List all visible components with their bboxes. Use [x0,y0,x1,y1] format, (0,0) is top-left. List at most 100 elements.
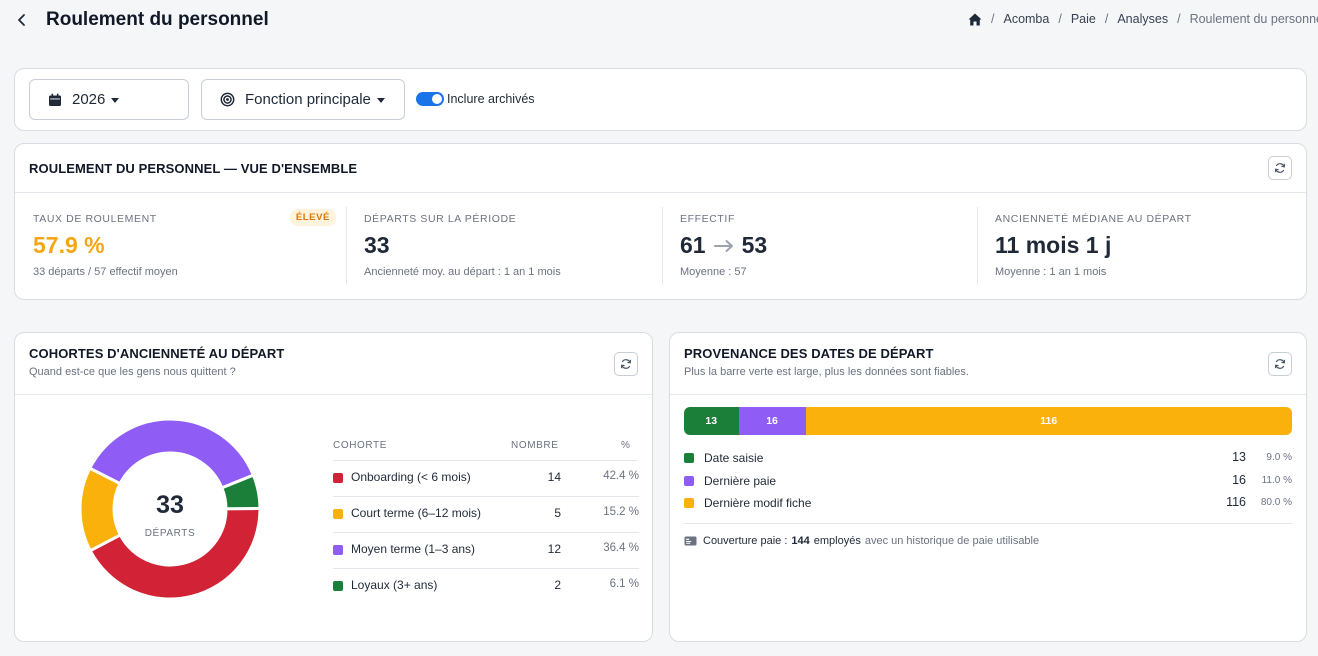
bar-segment-derniere-paie: 16 [738,407,806,435]
cohorts-donut-chart [78,417,262,601]
cohort-name: Court terme (6–12 mois) [351,506,482,520]
kpi-value: 61 53 [680,232,767,259]
cohort-count: 5 [554,506,561,520]
donut-slice-3 [219,473,262,511]
cohort-percent: 36.4 % [603,542,639,554]
cohorts-subtitle: Quand est-ce que les gens nous quittent … [29,366,236,378]
kpi-subtext: Moyenne : 1 an 1 mois [995,266,1107,278]
column-header-cohort: COHORTE [333,440,388,451]
breadcrumb: / Acomba / Paie / Analyses / Roulement d… [968,12,1318,26]
legend-percent: 11.0 % [1261,475,1292,486]
function-dropdown[interactable]: Fonction principale [201,79,405,120]
year-dropdown[interactable]: 2026 [29,79,189,120]
divider [333,460,638,461]
coverage-note: avec un historique de paie utilisable [864,535,1040,547]
legend-count: 16 [1232,473,1246,487]
cohort-name: Loyaux (3+ ans) [351,578,438,592]
legend-label: Date saisie [704,451,764,465]
legend-swatch [333,581,343,591]
year-value: 2026 [72,91,106,108]
function-value: Fonction principale [245,91,371,108]
refresh-button[interactable] [1268,352,1292,376]
divider [670,394,1306,395]
table-row: Loyaux (3+ ans) 2 6.1 % [333,569,639,605]
legend-swatch [333,473,343,483]
kpi-headcount: EFFECTIF 61 53 Moyenne : 57 [662,192,977,288]
table-row: Moyen terme (1–3 ans) 12 36.4 % [333,533,639,569]
cohort-percent: 6.1 % [609,578,639,590]
breadcrumb-separator: / [1104,12,1109,26]
donut-center-value: 33 [156,491,184,519]
back-button[interactable] [12,8,32,32]
bar-segment-date-saisie: 13 [684,407,739,435]
divider [977,207,978,285]
kpi-departures: DÉPARTS SUR LA PÉRIODE 33 Ancienneté moy… [346,192,662,288]
page-header: Roulement du personnel / Acomba / Paie /… [0,0,1318,40]
kpi-value: 57.9 % [33,232,105,258]
overview-card: ROULEMENT DU PERSONNEL — VUE D'ENSEMBLE … [14,143,1307,300]
divider [15,192,1306,193]
divider [684,523,1292,524]
refresh-button[interactable] [614,352,638,376]
cohort-count: 14 [547,470,561,484]
kpi-label: TAUX DE ROULEMENT [33,213,157,225]
cohort-count: 2 [554,578,561,592]
provenance-title: PROVENANCE DES DATES DE DÉPART [684,346,934,361]
caret-down-icon [376,98,385,103]
legend-item: Dernière modif fiche 116 80.0 % [684,493,1292,513]
coverage-label: Couverture paie : [703,535,788,547]
headcount-end: 53 [741,232,768,258]
status-badge: ÉLEVÉ [289,209,336,226]
breadcrumb-separator: / [991,12,995,26]
legend-percent: 9.0 % [1266,452,1292,463]
breadcrumb-paie[interactable]: Paie [1070,12,1096,26]
include-archived-label: Inclure archivés [447,92,535,106]
legend-swatch [684,453,694,463]
breadcrumb-acomba[interactable]: Acomba [1003,12,1050,26]
target-icon [220,92,235,107]
refresh-icon [1274,359,1286,369]
calendar-icon [49,93,61,106]
donut-slice-0 [88,507,262,601]
breadcrumb-current: Roulement du personnel [1189,12,1318,26]
caret-down-icon [111,98,120,103]
coverage-count: 144 [791,535,810,547]
column-header-count: NOMBRE [511,440,559,451]
legend-count: 116 [1226,495,1246,509]
divider [662,207,663,285]
cohort-count: 12 [547,542,561,556]
legend-swatch [333,545,343,555]
provenance-stacked-bar: 13 16 116 [684,407,1292,435]
cohorts-card: COHORTES D'ANCIENNETÉ AU DÉPART Quand es… [14,332,653,642]
legend-label: Dernière modif fiche [704,496,812,510]
filter-bar: 2026 Fonction principale Inclure archivé… [14,68,1307,131]
kpi-subtext: 33 départs / 57 effectif moyen [33,266,178,278]
legend-item: Dernière paie 16 11.0 % [684,471,1292,491]
divider [346,207,347,285]
kpi-median-tenure: ANCIENNETÉ MÉDIANE AU DÉPART 11 mois 1 j… [977,192,1306,288]
kpi-turnover-rate: TAUX DE ROULEMENT ÉLEVÉ 57.9 % 33 départ… [15,192,346,288]
kpi-label: EFFECTIF [680,213,735,225]
provenance-subtitle: Plus la barre verte est large, plus les … [684,366,969,378]
refresh-button[interactable] [1268,156,1292,180]
page-title: Roulement du personnel [46,9,269,30]
cohort-name: Moyen terme (1–3 ans) [351,542,476,556]
kpi-label: DÉPARTS SUR LA PÉRIODE [364,213,517,225]
legend-percent: 80.0 % [1260,497,1292,508]
legend-count: 13 [1232,450,1246,464]
bar-segment-derniere-modif: 116 [805,407,1292,435]
kpi-value: 33 [364,232,390,258]
payroll-coverage: Couverture paie : 144 employés avec un h… [684,535,1039,547]
cohorts-title: COHORTES D'ANCIENNETÉ AU DÉPART [29,346,285,361]
cohort-percent: 15.2 % [603,506,639,518]
breadcrumb-analyses[interactable]: Analyses [1117,12,1169,26]
legend-swatch [333,509,343,519]
home-icon[interactable] [968,13,982,26]
refresh-icon [1274,163,1286,173]
breadcrumb-separator: / [1058,12,1062,26]
include-archived-toggle[interactable] [416,92,444,106]
legend-swatch [684,498,694,508]
legend-label: Dernière paie [704,474,777,488]
legend-item: Date saisie 13 9.0 % [684,448,1292,468]
table-row: Court terme (6–12 mois) 5 15.2 % [333,497,639,533]
